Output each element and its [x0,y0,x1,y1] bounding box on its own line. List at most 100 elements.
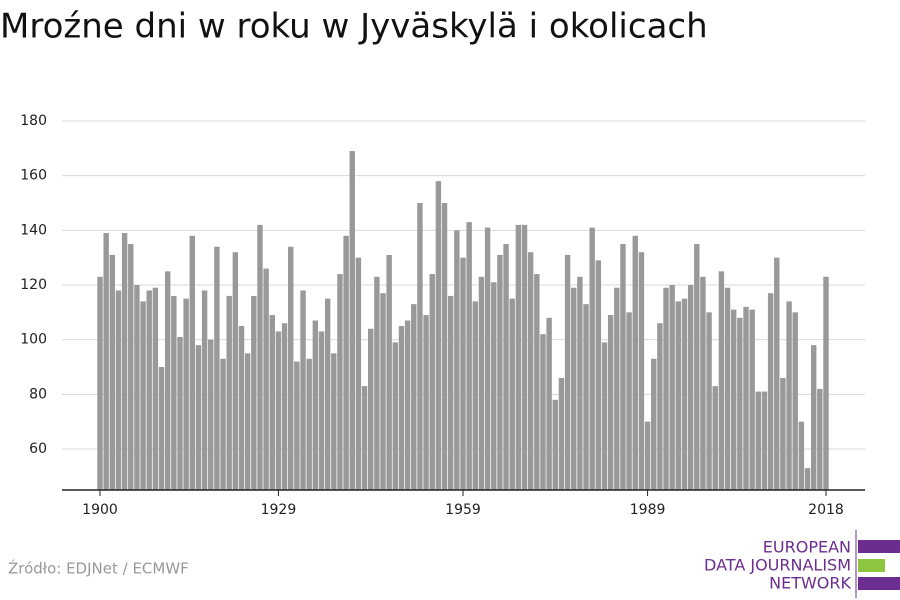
bar [294,361,300,490]
bar [404,320,411,490]
bar [503,244,509,490]
bar [337,274,343,490]
bar [429,274,435,490]
logo-text: EUROPEAN [763,538,851,557]
bar [786,301,792,490]
bar [774,257,780,490]
bar [749,309,755,490]
bar [281,323,288,490]
bar [146,290,152,490]
bar [540,334,546,490]
bar [755,391,762,490]
bar [792,312,798,490]
bar [435,181,442,490]
bar [681,298,688,490]
bar [115,290,122,490]
bar [521,224,528,490]
bar [657,323,663,490]
bar [251,295,257,490]
bar [687,285,694,490]
bar [447,295,454,490]
logo-text: DATA JOURNALISM [704,556,851,575]
bar [706,312,712,490]
y-tick-label: 140 [20,222,47,238]
bar [700,276,706,490]
bar [669,285,675,490]
bar [288,246,294,490]
bar [767,293,774,490]
bar [558,377,565,490]
bar [214,246,220,490]
bar [478,276,485,490]
bar [189,235,195,490]
bar [257,224,263,490]
bar [244,353,251,490]
bar [312,320,319,490]
bar [128,244,134,490]
bar [183,298,189,490]
bar [577,276,583,490]
x-tick-label: 1959 [445,502,481,518]
bar [343,235,349,490]
bar [564,254,571,490]
bar [614,287,620,490]
logo-text: NETWORK [769,574,851,593]
bar [97,276,103,490]
bar [780,377,786,490]
bar [195,345,202,490]
bar [398,326,405,490]
y-tick-label: 120 [20,277,47,293]
bar [226,295,232,490]
bar [208,339,214,490]
bar [804,468,811,490]
bar [368,328,374,490]
bar [460,257,466,490]
bar [275,331,282,490]
bar [269,315,275,490]
bar [152,287,159,490]
y-tick-label: 80 [29,386,47,402]
bar [171,295,177,490]
x-tick-label: 2018 [808,502,844,518]
bar [509,298,515,490]
bar [441,203,448,490]
bar [423,315,429,490]
y-tick-label: 160 [20,168,47,184]
bar [164,271,171,490]
bar [626,312,632,490]
x-tick-label: 1900 [82,502,118,518]
bar [694,244,700,490]
bar [589,227,595,490]
bar [527,252,534,490]
bar [103,233,109,491]
bar [724,287,731,490]
bar [158,367,165,490]
bar [331,353,337,490]
bar [583,304,589,490]
bar [201,290,208,490]
bar [349,151,355,491]
bar [238,326,245,490]
bar [663,287,669,490]
bar [306,358,312,490]
bar [761,391,768,490]
bar [300,290,306,490]
bar [534,274,540,490]
bar [620,244,626,490]
bar [571,287,577,490]
bar [220,358,226,490]
bar [743,306,749,490]
logo-bar [858,577,900,590]
bar [638,252,645,490]
bar [392,342,399,490]
bar [232,252,239,490]
bar [731,309,737,490]
bar [798,421,805,490]
bar [718,271,725,490]
logo-bar [858,559,885,572]
bar [454,230,460,491]
bar [134,285,140,490]
bar [644,421,651,490]
bar [601,342,608,490]
